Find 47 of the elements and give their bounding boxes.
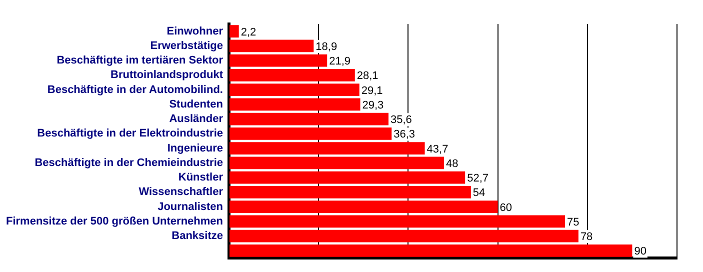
bar — [230, 54, 328, 67]
data-label: 78 — [580, 231, 593, 244]
bar — [230, 244, 632, 257]
data-label: 18,9 — [316, 40, 338, 53]
bar — [230, 84, 360, 96]
data-label: 21,9 — [329, 56, 351, 68]
y-tick-label: Bruttoinlandsprodukt — [110, 69, 224, 82]
y-tick-label: Künstler — [178, 172, 224, 184]
bar — [230, 200, 498, 214]
data-label: 35,6 — [390, 114, 412, 126]
y-tick-label: Beschäftigte in der Chemieindustrie — [34, 156, 223, 169]
data-label: 48 — [446, 158, 458, 170]
bar — [230, 156, 444, 170]
y-tick-label: Beschäftigte im tertiären Sektor — [56, 54, 224, 67]
data-label: 29,3 — [362, 99, 384, 112]
y-tick-label: Ausländer — [169, 113, 224, 126]
data-label: 36,3 — [394, 128, 416, 141]
y-tick-label: Wissenschaftler — [138, 186, 224, 198]
bar — [230, 68, 355, 82]
y-tick-label: Ingenieure — [167, 142, 223, 154]
bar — [230, 230, 578, 242]
data-label: 52,7 — [467, 172, 489, 185]
bar — [230, 98, 360, 111]
y-tick-label: Journalisten — [158, 200, 224, 213]
bar — [230, 142, 425, 155]
data-label: 29,1 — [361, 84, 383, 97]
y-tick-label: Einwohner — [166, 25, 224, 38]
bar — [230, 215, 565, 228]
bar — [230, 112, 388, 126]
data-label: 28,1 — [356, 70, 378, 82]
y-tick-label: Beschäftigte in der Automobilind. — [47, 84, 223, 96]
data-label: 90 — [634, 246, 646, 258]
data-label: 2,2 — [240, 26, 256, 38]
y-tick-label: Beschäftigte in der Elektroindustrie — [37, 128, 223, 140]
y-tick-label: Banksitze — [172, 230, 223, 242]
y-tick-label: Erwerbstätige — [150, 40, 223, 52]
bar — [230, 40, 314, 52]
bar — [230, 25, 239, 38]
y-tick-label: Firmensitze der 500 größen Unternehmen — [6, 215, 224, 228]
bar — [230, 171, 466, 184]
y-tick-label: Studenten — [169, 98, 224, 110]
bar — [230, 127, 392, 140]
data-label: 75 — [567, 216, 580, 228]
data-label: 43,7 — [426, 143, 448, 156]
bar — [230, 186, 471, 198]
data-label: 60 — [500, 202, 512, 214]
data-label: 54 — [472, 187, 486, 200]
